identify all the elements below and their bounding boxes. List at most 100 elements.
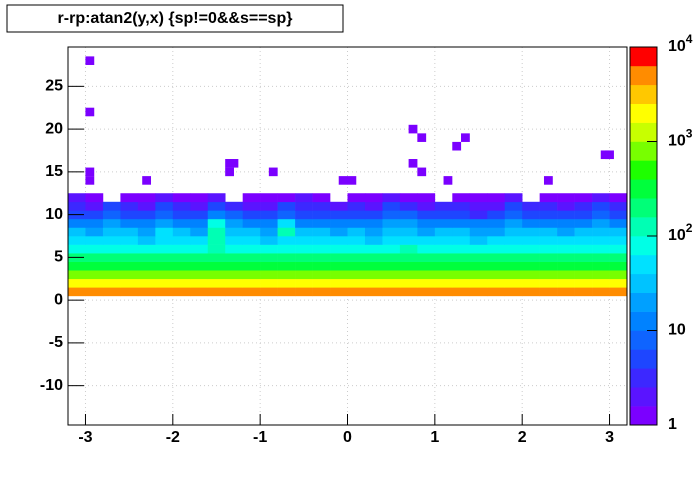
heat-cell <box>137 278 156 288</box>
heat-cell <box>190 210 209 220</box>
x-tick-label: 1 <box>430 429 439 446</box>
palette-band <box>630 103 657 123</box>
heat-cell <box>364 210 383 220</box>
heat-cell <box>260 287 278 297</box>
heat-cell <box>225 210 243 220</box>
heat-cell <box>225 218 243 228</box>
outlier-cell <box>605 150 614 160</box>
outlier-cell <box>268 167 278 177</box>
heat-cell <box>609 236 628 245</box>
heat-cell <box>592 253 610 262</box>
heat-cell <box>382 210 401 220</box>
palette-band <box>630 311 657 331</box>
heat-cell <box>120 201 139 211</box>
heat-cell <box>190 270 209 280</box>
heat-cell <box>557 287 575 297</box>
heat-cell <box>434 244 453 254</box>
heat-cell <box>364 287 383 297</box>
heat-cell <box>120 278 139 288</box>
heat-cell <box>68 193 86 203</box>
heat-cell <box>102 278 121 288</box>
heat-cell <box>487 253 506 262</box>
heat-cell <box>155 201 174 211</box>
heat-cell <box>155 270 174 280</box>
heat-cell <box>190 227 209 237</box>
heat-cell <box>539 287 558 297</box>
heat-cell <box>382 218 401 228</box>
heat-cell <box>102 270 121 280</box>
heat-cell <box>155 227 174 237</box>
heat-cell <box>487 218 506 228</box>
z-tick-label: 1 <box>668 416 677 433</box>
heat-cell <box>487 201 506 211</box>
heat-cell <box>592 287 610 297</box>
x-tick-label: 0 <box>343 429 352 446</box>
heat-cell <box>557 227 575 237</box>
heat-cell <box>295 201 313 211</box>
heat-cell <box>522 287 540 297</box>
palette-band <box>630 65 657 86</box>
heat-cell <box>68 287 86 297</box>
heat-cell <box>382 244 401 254</box>
heat-cell <box>137 193 156 203</box>
heat-cell <box>85 227 104 237</box>
x-tick-label: 2 <box>518 429 527 446</box>
heat-cell <box>399 236 418 245</box>
heat-cell <box>330 253 348 262</box>
heat-cell <box>260 270 278 280</box>
heat-cell <box>417 201 436 211</box>
heat-cell <box>260 210 278 220</box>
heat-cell <box>364 261 383 271</box>
heat-cell <box>504 227 523 237</box>
heat-cell <box>85 201 104 211</box>
outlier-cell <box>347 176 357 185</box>
heat-cell <box>277 244 296 254</box>
heat-cell <box>504 193 523 203</box>
heat-cell <box>592 210 610 220</box>
heat-cell <box>155 210 174 220</box>
heat-cell <box>452 193 471 203</box>
heat-cell <box>504 261 523 271</box>
heat-cell <box>452 261 471 271</box>
heat-cell <box>85 244 104 254</box>
heat-cell <box>102 210 121 220</box>
heat-cell <box>504 270 523 280</box>
heat-cell <box>190 287 209 297</box>
heat-cell <box>487 227 506 237</box>
palette-band <box>630 160 657 180</box>
heat-cell <box>434 210 453 220</box>
heat-cell <box>190 193 209 203</box>
heat-cell <box>574 193 593 203</box>
y-tick-label: 25 <box>45 78 63 95</box>
outlier-cell <box>417 167 427 177</box>
heat-cell <box>85 253 104 262</box>
heat-cell <box>68 270 86 280</box>
heat-cell <box>155 236 174 245</box>
heat-cell <box>102 218 121 228</box>
x-tick-label: 3 <box>605 429 614 446</box>
heat-cell <box>592 278 610 288</box>
heat-cell <box>399 270 418 280</box>
y-tick-label: 15 <box>45 163 63 180</box>
heat-cell <box>260 236 278 245</box>
heat-cell <box>522 244 540 254</box>
heat-cell <box>277 261 296 271</box>
heat-cell <box>347 253 366 262</box>
outlier-cell <box>408 124 418 134</box>
heat-cell <box>434 218 453 228</box>
heat-cell <box>155 244 174 254</box>
heat-cell <box>399 244 418 254</box>
heat-cell <box>522 210 540 220</box>
heat-cell <box>347 227 366 237</box>
heat-cell <box>137 287 156 297</box>
heat-cell <box>242 201 261 211</box>
heat-cell <box>557 253 575 262</box>
heat-cell <box>364 227 383 237</box>
heat-cell <box>417 244 436 254</box>
heat-cell <box>225 287 243 297</box>
heat-cell <box>399 193 418 203</box>
heat-cell <box>347 270 366 280</box>
palette-band <box>630 47 657 67</box>
heat-cell <box>277 201 296 211</box>
